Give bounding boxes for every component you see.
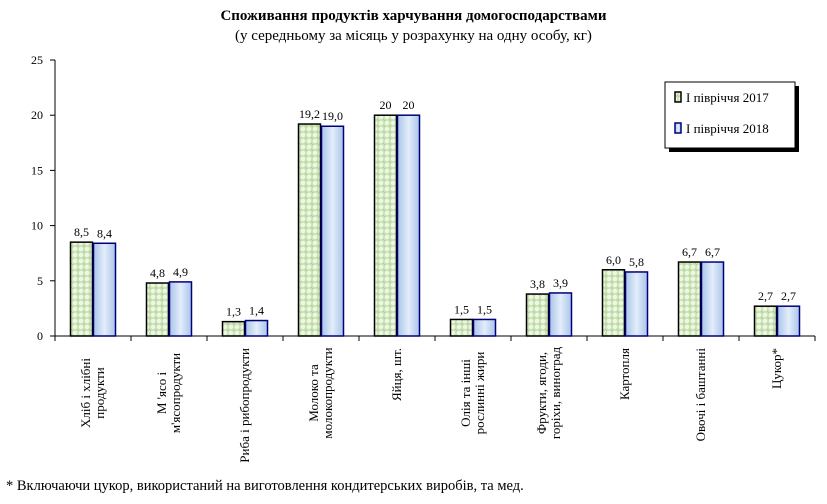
legend-label: І півріччя 2017 bbox=[686, 90, 769, 105]
category-label: Молоко тамолокопродукти bbox=[306, 347, 335, 438]
bar-2017 bbox=[145, 282, 170, 337]
bar-2017 bbox=[297, 123, 322, 337]
data-label: 8,5 bbox=[74, 225, 89, 239]
category-label: Цукор* bbox=[769, 348, 784, 389]
bar-2017 bbox=[449, 318, 474, 337]
data-label: 8,4 bbox=[97, 226, 112, 240]
legend-swatch-2018 bbox=[674, 122, 682, 134]
data-label: 1,5 bbox=[477, 302, 492, 316]
bar-2018 bbox=[548, 292, 573, 337]
bar-2017 bbox=[525, 293, 550, 337]
y-tick-label: 0 bbox=[37, 329, 43, 343]
bar-2017 bbox=[753, 305, 778, 337]
y-tick-label: 20 bbox=[31, 108, 43, 122]
bar-2018 bbox=[320, 125, 345, 337]
bar-2018 bbox=[396, 114, 421, 337]
category-label: Олія та іншірослинні жири bbox=[458, 352, 487, 435]
data-label: 4,8 bbox=[150, 266, 165, 280]
data-label: 3,8 bbox=[530, 277, 545, 291]
data-label: 2,7 bbox=[758, 289, 773, 303]
bar-2018 bbox=[624, 271, 649, 337]
y-tick-label: 15 bbox=[31, 163, 43, 177]
bar-2018 bbox=[92, 242, 117, 337]
category-label: Яйця, шт. bbox=[389, 348, 404, 401]
data-label: 19,2 bbox=[299, 107, 320, 121]
data-label: 2,7 bbox=[781, 289, 796, 303]
category-label: Фрукти, ягоди,горіхи, виноград bbox=[534, 346, 563, 439]
y-tick-label: 25 bbox=[31, 53, 43, 67]
category-label: Овочі і баштанні bbox=[693, 348, 708, 442]
data-label: 5,8 bbox=[629, 255, 644, 269]
chart-subtitle: (у середньому за місяць у розрахунку на … bbox=[235, 28, 592, 44]
bar-2017 bbox=[677, 261, 702, 337]
data-label: 6,0 bbox=[606, 253, 621, 267]
bar-2018 bbox=[700, 261, 725, 337]
data-label: 3,9 bbox=[553, 276, 568, 290]
data-label: 1,5 bbox=[454, 302, 469, 316]
legend-label: І півріччя 2018 bbox=[686, 121, 769, 136]
bar-2018 bbox=[168, 281, 193, 337]
category-label: Хліб і хлібніпродукти bbox=[78, 358, 107, 428]
bar-2018 bbox=[472, 318, 497, 337]
category-label: Картопля bbox=[617, 348, 632, 400]
bar-2018 bbox=[776, 305, 801, 337]
legend-swatch-2017 bbox=[674, 91, 682, 103]
bar-2017 bbox=[221, 320, 246, 337]
bar-2018 bbox=[244, 319, 269, 337]
bar-2017 bbox=[69, 241, 94, 337]
bar-2017 bbox=[373, 114, 398, 337]
bar-2017 bbox=[601, 269, 626, 337]
chart-title: Споживання продуктів харчування домогосп… bbox=[220, 8, 607, 24]
footnote: * Включаючи цукор, використаний на вигот… bbox=[6, 478, 524, 494]
data-label: 20 bbox=[403, 98, 415, 112]
legend-box bbox=[664, 81, 796, 149]
category-label: М 'ясо ім'ясопродукти bbox=[154, 353, 183, 433]
data-label: 6,7 bbox=[682, 245, 697, 259]
data-label: 1,3 bbox=[226, 305, 241, 319]
data-label: 20 bbox=[380, 98, 392, 112]
category-label: Риба і рибопродукти bbox=[237, 348, 252, 463]
data-label: 19,0 bbox=[322, 109, 343, 123]
data-label: 1,4 bbox=[249, 304, 264, 318]
y-tick-label: 5 bbox=[37, 274, 43, 288]
data-label: 6,7 bbox=[705, 245, 720, 259]
data-label: 4,9 bbox=[173, 265, 188, 279]
y-tick-label: 10 bbox=[31, 219, 43, 233]
